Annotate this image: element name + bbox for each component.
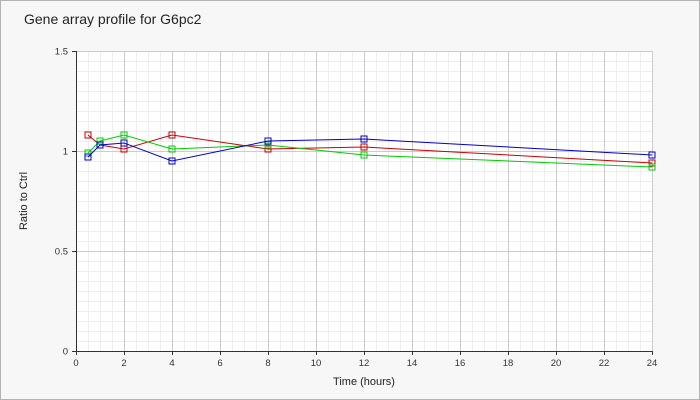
data-point-marker: [360, 151, 368, 159]
axes: [72, 51, 653, 355]
data-point-marker: [84, 131, 92, 139]
data-point-marker: [264, 141, 272, 149]
x-tick-label: 10: [311, 358, 322, 369]
data-point-marker: [360, 143, 368, 151]
data-point-marker: [648, 151, 656, 159]
data-point-marker: [264, 145, 272, 153]
y-tick-label: 0: [63, 347, 68, 358]
chart-title: Gene array profile for G6pc2: [24, 11, 202, 27]
x-tick-label: 24: [647, 358, 658, 369]
y-axis-label: Ratio to Ctrl: [18, 172, 30, 230]
data-point-marker: [120, 131, 128, 139]
data-point-marker: [96, 137, 104, 145]
x-tick-label: 18: [503, 358, 514, 369]
data-point-marker: [96, 141, 104, 149]
x-tick-label: 14: [407, 358, 418, 369]
series-line: [87, 134, 653, 168]
data-point-marker: [168, 131, 176, 139]
x-tick-label: 0: [73, 358, 78, 369]
data-point-marker: [648, 159, 656, 167]
series-2: [84, 131, 656, 171]
series-3: [84, 135, 656, 165]
data-point-marker: [168, 145, 176, 153]
data-point-marker: [264, 137, 272, 145]
data-point-marker: [120, 139, 128, 147]
x-tick-label: 8: [265, 358, 270, 369]
x-tick-label: 20: [551, 358, 562, 369]
y-tick-label: 1: [63, 147, 68, 158]
x-tick-label: 2: [121, 358, 126, 369]
data-point-marker: [84, 149, 92, 157]
y-tick-label: 1.5: [55, 47, 68, 58]
data-point-marker: [648, 163, 656, 171]
y-tick-label: 0.5: [55, 247, 68, 258]
x-tick-label: 22: [599, 358, 610, 369]
x-tick-label: 4: [169, 358, 174, 369]
series-line: [87, 138, 653, 162]
x-tick-label: 6: [217, 358, 222, 369]
x-tick-label: 16: [455, 358, 466, 369]
x-axis-label: Time (hours): [333, 376, 395, 388]
data-point-marker: [168, 157, 176, 165]
series-layer: [84, 131, 656, 171]
data-point-marker: [360, 135, 368, 143]
data-point-marker: [84, 153, 92, 161]
x-tick-label: 12: [359, 358, 370, 369]
